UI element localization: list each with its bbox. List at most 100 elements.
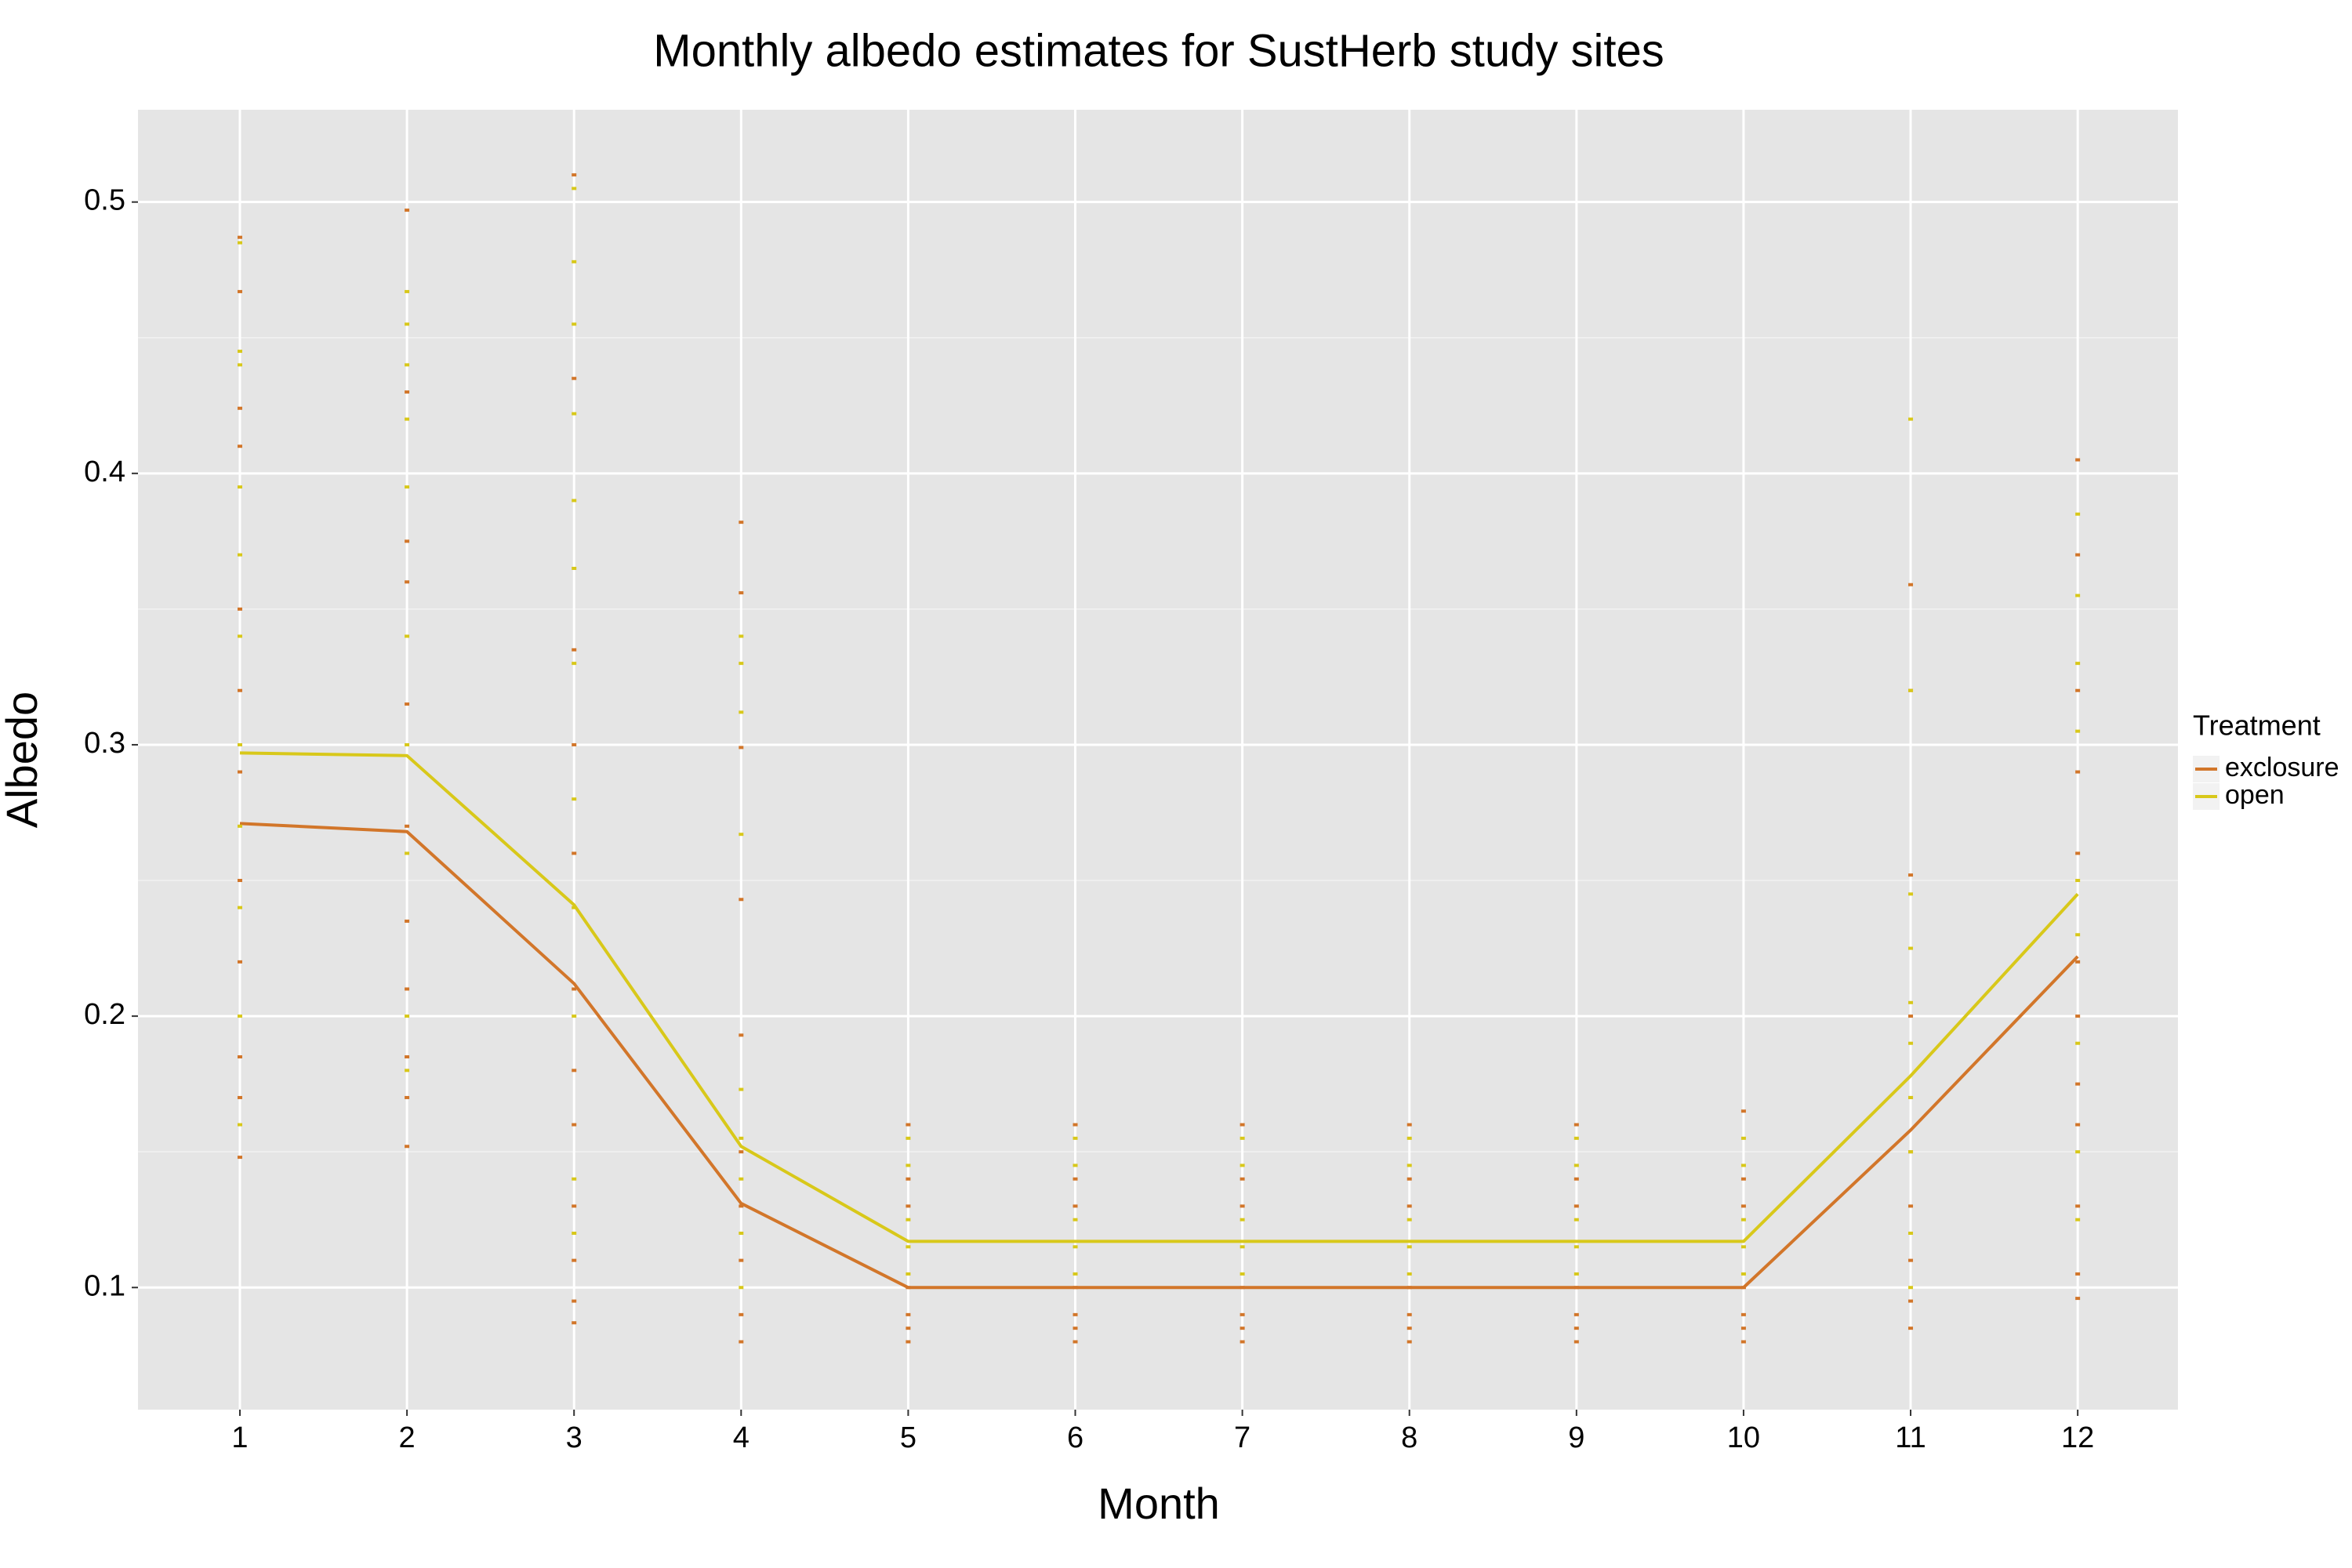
data-point: [1740, 1245, 1746, 1249]
data-point: [237, 1123, 242, 1127]
data-point: [1406, 1245, 1412, 1249]
data-point: [1740, 1163, 1746, 1167]
data-point: [1406, 1340, 1412, 1344]
data-point: [237, 350, 242, 354]
data-point: [1908, 417, 1914, 421]
data-point: [237, 634, 242, 638]
data-point: [906, 1272, 911, 1276]
data-point: [1240, 1245, 1245, 1249]
data-point: [405, 919, 410, 923]
data-point: [1908, 1299, 1914, 1303]
data-point: [405, 322, 410, 326]
data-point: [1908, 688, 1914, 692]
data-point: [1908, 1014, 1914, 1018]
data-point: [906, 1204, 911, 1208]
data-point: [2075, 1297, 2081, 1301]
data-point: [572, 1258, 577, 1262]
data-point: [405, 1145, 410, 1149]
data-point: [1908, 1150, 1914, 1154]
data-point: [1908, 1095, 1914, 1099]
data-point: [1240, 1327, 1245, 1330]
data-point: [572, 1014, 577, 1018]
data-point: [572, 1123, 577, 1127]
data-point: [1573, 1312, 1579, 1316]
x-tick-label: 5: [900, 1421, 916, 1454]
data-point: [1406, 1327, 1412, 1330]
data-point: [405, 363, 410, 367]
data-point: [1740, 1327, 1746, 1330]
data-point: [2075, 770, 2081, 774]
x-tick-label: 3: [566, 1421, 583, 1454]
data-point: [2075, 1204, 2081, 1208]
data-point: [1073, 1177, 1078, 1181]
data-point: [405, 851, 410, 855]
data-point: [237, 235, 242, 239]
data-point: [1240, 1340, 1245, 1344]
x-tick-label: 6: [1067, 1421, 1083, 1454]
data-point: [2075, 512, 2081, 516]
data-point: [572, 1299, 577, 1303]
data-point: [739, 1312, 744, 1316]
data-point: [405, 390, 410, 394]
data-point: [572, 499, 577, 503]
data-point: [237, 553, 242, 557]
data-point: [739, 1150, 744, 1154]
data-point: [237, 1055, 242, 1059]
data-point: [739, 634, 744, 638]
data-point: [237, 1095, 242, 1099]
series-line: [239, 822, 2079, 1290]
x-tick-label: 10: [1727, 1421, 1760, 1454]
data-point: [906, 1123, 911, 1127]
data-point: [1240, 1204, 1245, 1208]
data-point: [405, 417, 410, 421]
data-point: [1406, 1136, 1412, 1140]
data-point: [2075, 851, 2081, 855]
data-point: [1573, 1327, 1579, 1330]
data-point: [572, 1204, 577, 1208]
legend-label: exclosure: [2225, 753, 2339, 782]
x-tick-label: 2: [399, 1421, 416, 1454]
x-tick-label: 11: [1895, 1421, 1926, 1454]
data-point: [405, 742, 410, 746]
data-point: [1073, 1272, 1078, 1276]
data-point: [739, 521, 744, 524]
data-point: [405, 824, 410, 828]
data-point: [572, 173, 577, 177]
data-point: [237, 824, 242, 828]
data-point: [1573, 1272, 1579, 1276]
data-point: [237, 289, 242, 293]
data-point: [405, 634, 410, 638]
data-point: [2075, 879, 2081, 883]
data-point: [906, 1327, 911, 1330]
data-point: [2075, 593, 2081, 597]
data-point: [572, 987, 577, 991]
data-point: [739, 1204, 744, 1208]
data-point: [405, 209, 410, 212]
y-axis-title: Albedo: [0, 691, 46, 828]
data-point: [906, 1245, 911, 1249]
data-point: [739, 1136, 744, 1140]
data-point: [237, 742, 242, 746]
data-point: [237, 607, 242, 611]
data-point: [237, 879, 242, 883]
data-point: [572, 1069, 577, 1073]
data-point: [1740, 1109, 1746, 1113]
data-point: [906, 1177, 911, 1181]
data-point: [572, 566, 577, 570]
data-point: [1573, 1163, 1579, 1167]
legend-title: Treatment: [2193, 710, 2321, 742]
data-point: [739, 833, 744, 837]
data-point: [1573, 1245, 1579, 1249]
data-point: [1573, 1123, 1579, 1127]
data-point: [405, 539, 410, 543]
data-point: [1908, 1327, 1914, 1330]
data-point: [739, 591, 744, 595]
data-point: [739, 662, 744, 666]
y-tick-label: 0.5: [84, 184, 125, 217]
data-point: [1073, 1340, 1078, 1344]
data-point: [1908, 1041, 1914, 1045]
data-point: [739, 710, 744, 714]
data-point: [1073, 1204, 1078, 1208]
data-point: [405, 289, 410, 293]
